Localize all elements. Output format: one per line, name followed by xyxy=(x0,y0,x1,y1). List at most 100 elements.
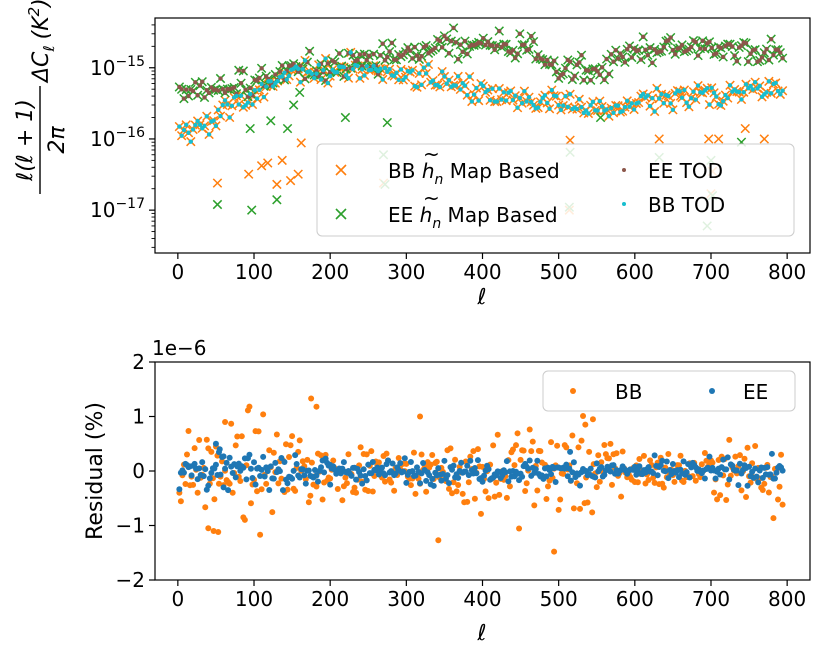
marker-bb-tod xyxy=(707,102,712,107)
marker-bb-tod xyxy=(186,130,191,135)
marker-bb-tod xyxy=(718,103,724,108)
marker-bb-map-outlier xyxy=(272,179,282,190)
marker-ee-residual xyxy=(669,461,676,468)
marker-bb-tod xyxy=(556,102,561,108)
marker-bb-residual xyxy=(351,484,358,491)
marker-ee-residual xyxy=(464,462,471,469)
marker-ee-residual xyxy=(636,463,643,470)
marker-ee-tod xyxy=(492,47,497,53)
marker-bb-residual xyxy=(676,462,682,469)
marker-bb-map-outlier xyxy=(293,169,303,179)
marker-bb-residual xyxy=(185,428,192,435)
marker-bb-tod xyxy=(650,95,655,101)
ylabel-rest: ΔCℓ (K2) xyxy=(25,0,58,84)
bottom-x-tick-label: 800 xyxy=(768,587,806,611)
ylabel-sub: ℓ xyxy=(40,45,58,52)
marker-bb-residual xyxy=(429,452,436,459)
marker-bb-tod xyxy=(343,72,349,78)
marker-ee-tod xyxy=(375,72,381,77)
marker-ee-tod xyxy=(563,65,568,71)
marker-ee-residual xyxy=(284,480,291,487)
marker-ee-tod xyxy=(200,79,205,84)
marker-bb-residual xyxy=(237,478,244,485)
marker-bb-tod xyxy=(279,74,285,79)
marker-bb-residual xyxy=(449,490,456,497)
marker-bb-residual xyxy=(313,483,320,490)
marker-bb-residual-extreme xyxy=(582,421,589,428)
legend-marker-bb-map xyxy=(335,164,347,176)
marker-ee-tod xyxy=(768,36,774,42)
marker-bb-residual xyxy=(382,478,389,485)
marker-ee-tod xyxy=(460,49,465,55)
marker-bb-tod xyxy=(355,63,360,69)
marker-bb-residual xyxy=(273,431,280,438)
marker-bb-tod xyxy=(467,74,472,79)
marker-bb-residual xyxy=(255,428,262,435)
marker-ee-residual xyxy=(369,458,376,465)
marker-ee-tod xyxy=(423,43,429,48)
marker-bb-residual xyxy=(563,444,570,451)
marker-bb-residual xyxy=(503,494,510,501)
marker-ee-tod xyxy=(698,46,703,51)
marker-bb-tod xyxy=(286,73,292,79)
marker-ee-tod xyxy=(638,57,644,62)
marker-bb-tod xyxy=(627,104,632,109)
marker-bb-residual xyxy=(305,499,312,506)
top-x-tick-label: 400 xyxy=(463,260,501,284)
marker-bb-tod xyxy=(380,77,385,82)
marker-ee-tod xyxy=(179,87,184,92)
marker-bb-residual xyxy=(509,446,516,453)
marker-bb-tod xyxy=(606,114,612,119)
marker-ee-tod xyxy=(451,25,456,31)
marker-ee-tod xyxy=(688,44,694,50)
marker-ee-residual xyxy=(564,473,571,480)
marker-bb-tod xyxy=(517,95,523,101)
marker-ee-tod xyxy=(387,49,392,54)
marker-ee-tod xyxy=(458,42,463,47)
marker-bb-tod xyxy=(426,62,431,67)
marker-bb-tod xyxy=(295,66,301,72)
marker-bb-residual xyxy=(363,451,370,458)
marker-bb-tod xyxy=(378,66,383,71)
marker-bb-tod xyxy=(437,84,443,90)
marker-bb-residual xyxy=(238,433,245,440)
marker-ee-tod xyxy=(554,69,559,75)
marker-ee-tod xyxy=(465,51,470,57)
marker-ee-tod xyxy=(529,33,534,39)
marker-ee-residual xyxy=(663,458,670,465)
marker-ee-residual xyxy=(659,457,666,464)
marker-bb-tod xyxy=(234,93,239,99)
marker-ee-residual xyxy=(736,460,743,467)
marker-bb-residual xyxy=(534,487,541,494)
marker-bb-tod xyxy=(515,105,520,110)
marker-bb-tod xyxy=(684,100,689,105)
legend-sub-ee: n xyxy=(432,216,441,232)
marker-bb-tod xyxy=(558,107,564,113)
marker-bb-residual xyxy=(383,450,390,457)
marker-ee-residual xyxy=(212,461,219,468)
marker-bb-residual xyxy=(275,480,282,487)
marker-ee-tod xyxy=(364,57,369,63)
marker-bb-tod xyxy=(387,67,392,72)
marker-bb-residual xyxy=(278,475,285,482)
marker-bb-tod xyxy=(490,86,495,91)
marker-ee-residual xyxy=(755,479,762,486)
marker-bb-residual xyxy=(345,451,352,458)
marker-bb-tod xyxy=(611,110,616,116)
marker-bb-residual xyxy=(226,480,233,487)
marker-bb-tod xyxy=(579,104,584,110)
marker-ee-tod xyxy=(419,54,424,59)
marker-ee-residual xyxy=(650,470,657,477)
marker-ee-residual-extreme xyxy=(327,481,334,488)
marker-bb-residual xyxy=(506,483,513,490)
marker-ee-tod xyxy=(193,80,198,85)
marker-ee-tod xyxy=(581,77,586,83)
marker-ee-tod xyxy=(693,39,698,45)
marker-bb-tod xyxy=(206,132,212,137)
marker-ee-tod xyxy=(764,46,769,52)
marker-ee-tod xyxy=(277,69,283,74)
marker-bb-tod xyxy=(597,98,602,104)
marker-ee-tod xyxy=(567,59,573,64)
marker-bb-residual-extreme xyxy=(589,416,596,423)
